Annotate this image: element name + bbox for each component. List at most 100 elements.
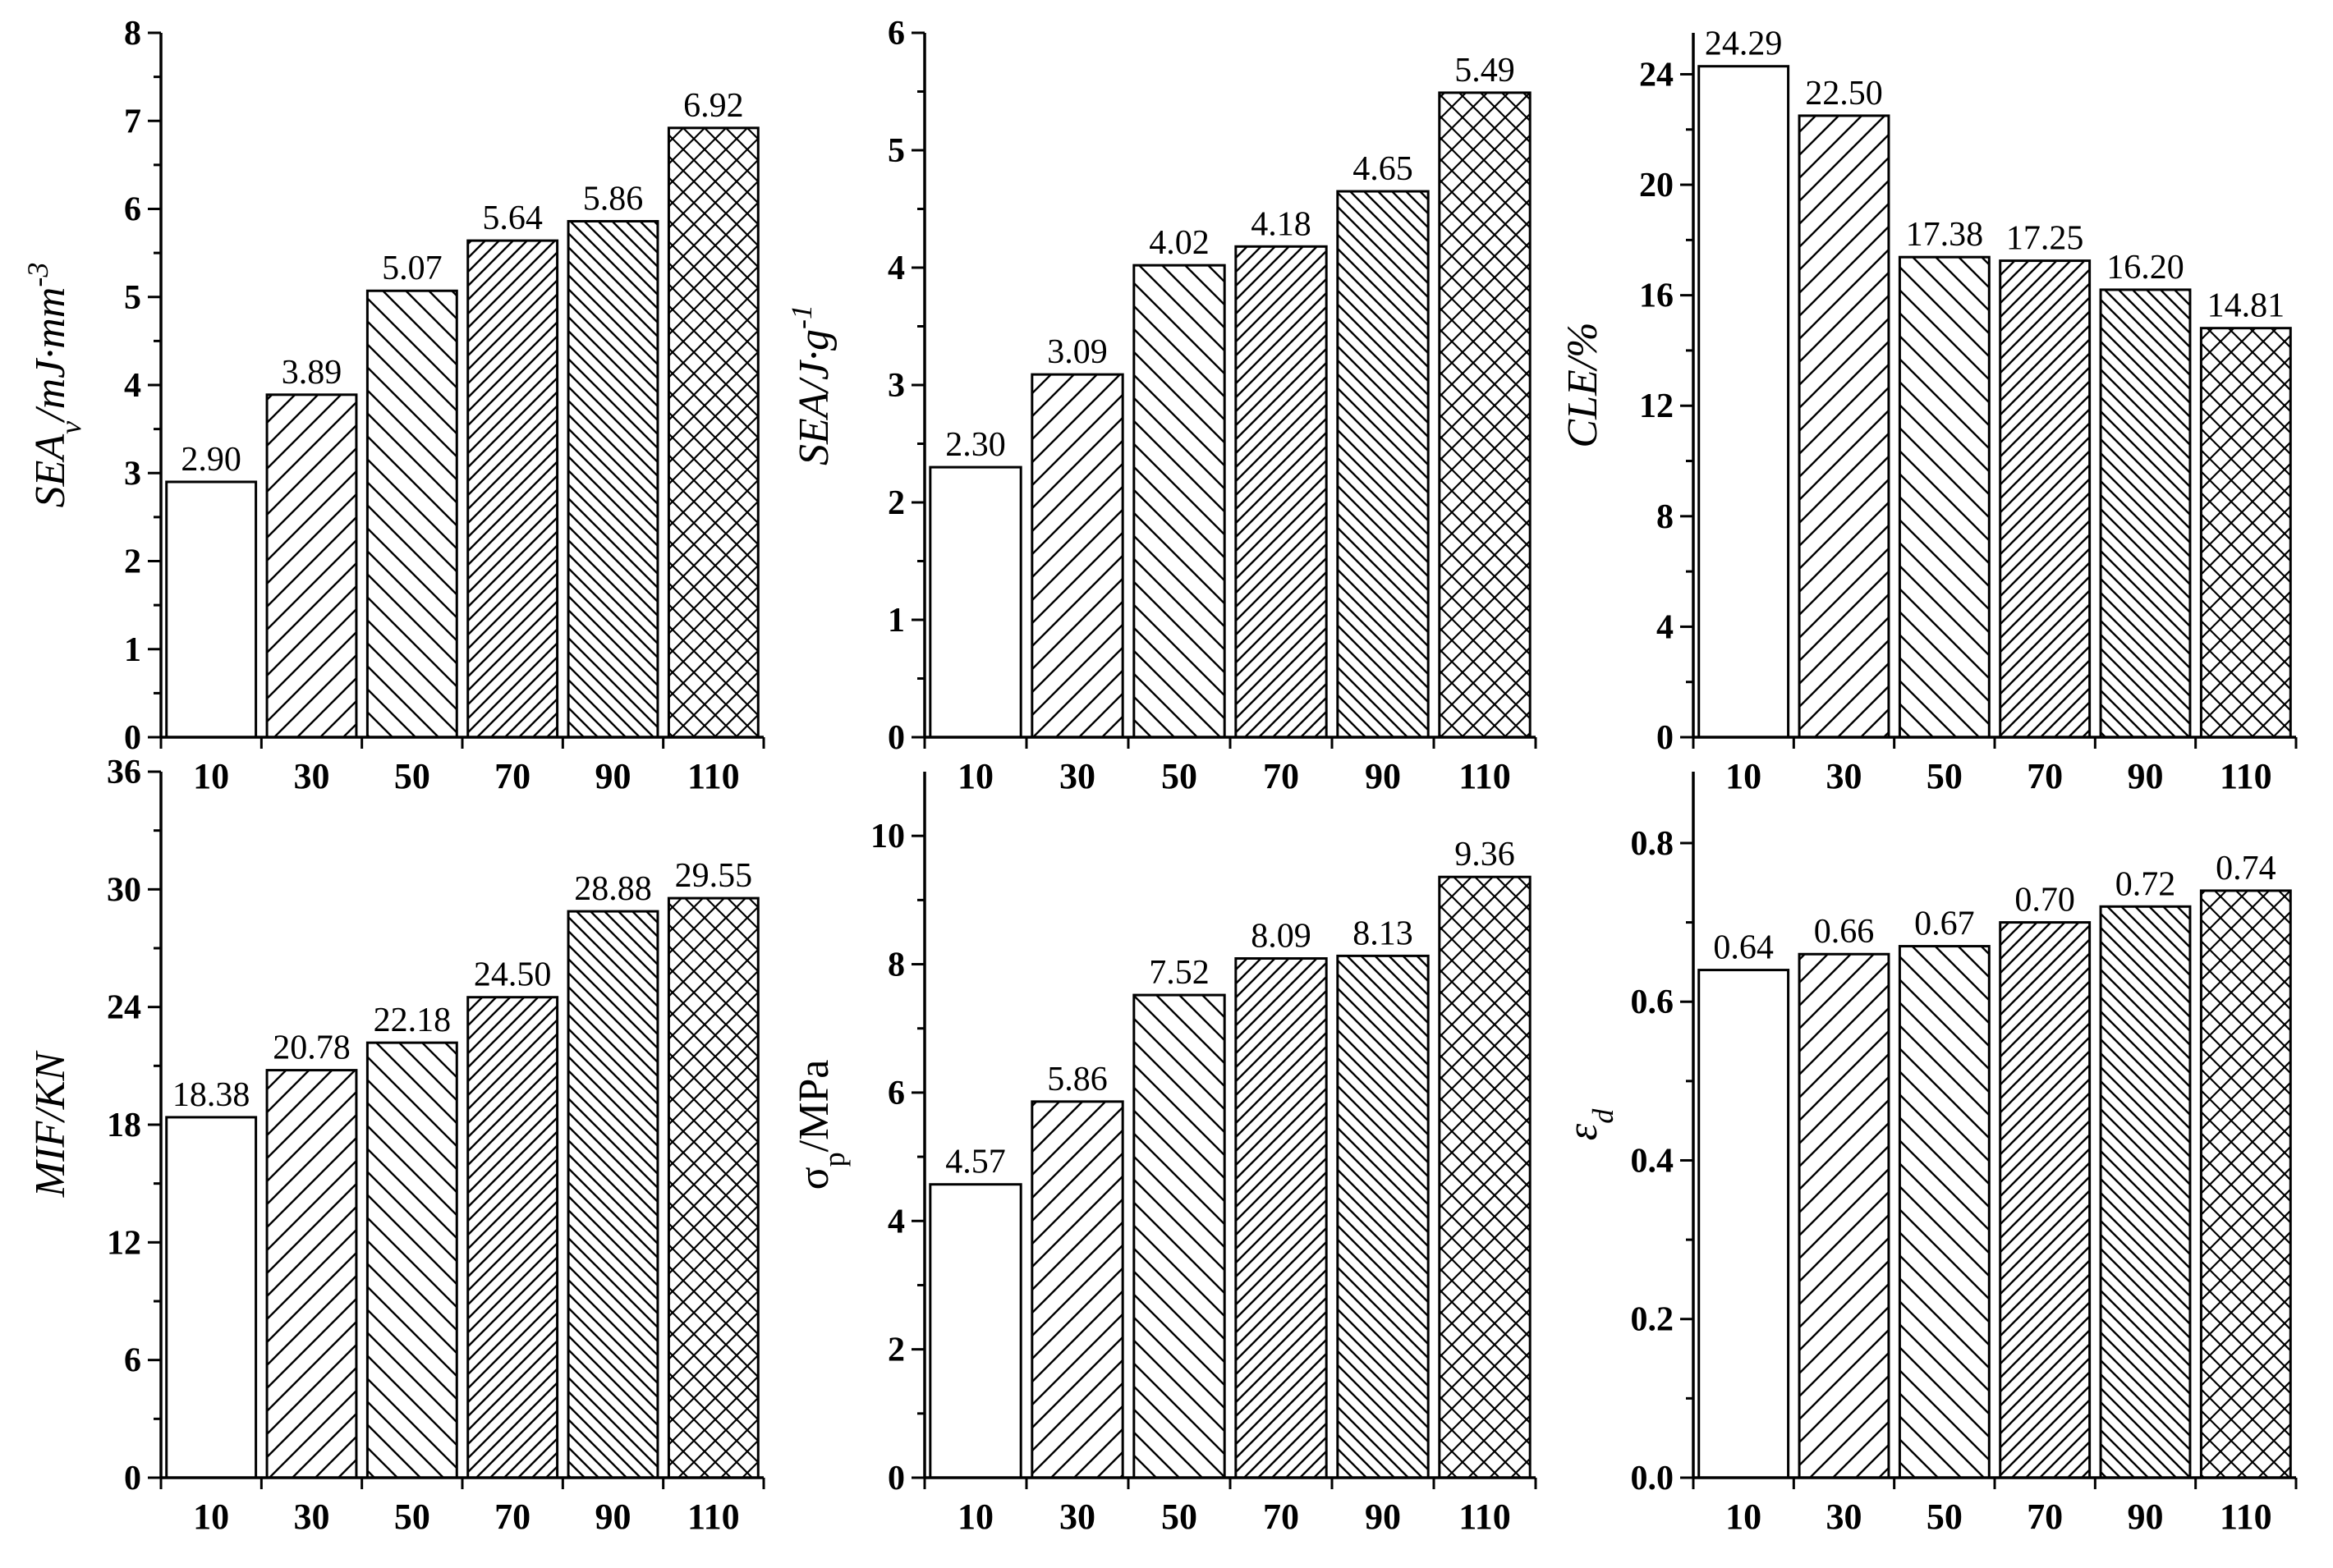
bar-70 <box>1234 245 1328 739</box>
chart-panel-4: 18.38 20.78 22.18 24.50 28.88 29.55 0 6 12 18 24 30… <box>27 754 765 1537</box>
y-tick-label: 24 <box>107 989 141 1027</box>
chart-panel-1: 2.90 3.89 5.07 5.64 5.86 6.92 0 1 2 3 4 5 6 7 8 10 30 50 7… <box>21 15 765 796</box>
bar-110 <box>2199 889 2292 1479</box>
bar-value-label: 2.90 <box>181 441 241 479</box>
bar-value-label: 5.64 <box>482 199 543 237</box>
bar-value-label: 24.50 <box>474 956 552 994</box>
chart-panel-2: 2.30 3.09 4.02 4.18 4.65 5.49 0 1 2 3 4 5 6 10 30 50 70 9… <box>785 15 1537 796</box>
bar-30 <box>265 393 358 739</box>
y-tick-label: 24 <box>1639 56 1674 94</box>
x-tick-label: 90 <box>1365 1497 1401 1537</box>
x-tick-label: 30 <box>294 1497 330 1537</box>
bar-70 <box>466 239 559 739</box>
y-tick-label: 30 <box>107 871 141 909</box>
x-tick-label: 90 <box>595 756 631 796</box>
bar-110 <box>667 896 760 1479</box>
y-tick-label: 3 <box>888 367 905 405</box>
y-tick-label: 2 <box>124 543 141 581</box>
y-axis-title-part: MIF/KN <box>27 1050 74 1199</box>
bar-value-label: 18.38 <box>172 1076 250 1114</box>
bar-value-label: 3.09 <box>1047 333 1108 371</box>
bar-70 <box>1234 957 1328 1479</box>
bar-110 <box>1438 91 1532 739</box>
y-tick-label: 6 <box>888 15 905 53</box>
y-axis-title-part: -3 <box>21 263 54 287</box>
y-axis-title-part: d <box>1587 1108 1619 1124</box>
y-tick-label: 0.2 <box>1631 1301 1674 1339</box>
bar-value-label: 0.64 <box>1713 929 1774 967</box>
bar-value-label: 22.18 <box>374 1002 452 1039</box>
bar-30 <box>265 1069 358 1479</box>
y-tick-label: 36 <box>107 754 141 791</box>
y-axis-title: SEA/J·g-1 <box>785 305 838 465</box>
bar-10 <box>929 1183 1022 1479</box>
y-axis-title: MIF/KN <box>27 1050 74 1199</box>
bar-value-label: 14.81 <box>2207 287 2285 325</box>
x-tick-label: 30 <box>1826 756 1862 796</box>
bar-value-label: 3.89 <box>282 354 342 392</box>
x-tick-label: 110 <box>1458 1497 1511 1537</box>
y-tick-label: 4 <box>124 367 141 405</box>
x-tick-label: 50 <box>394 1497 430 1537</box>
bar-70 <box>1999 921 2092 1479</box>
y-tick-label: 5 <box>888 132 905 170</box>
y-axis-title-part: p <box>818 1152 851 1167</box>
bar-30 <box>1031 373 1124 739</box>
bar-value-label: 17.38 <box>1906 216 1984 254</box>
y-tick-label: 6 <box>888 1075 905 1112</box>
x-tick-label: 70 <box>494 756 530 796</box>
bar-value-label: 0.74 <box>2216 850 2276 887</box>
bar-10 <box>165 480 258 739</box>
x-tick-label: 10 <box>958 756 994 796</box>
y-axis-title: εd <box>1559 1108 1619 1141</box>
y-tick-label: 5 <box>124 279 141 317</box>
bar-value-label: 0.70 <box>2014 882 2075 919</box>
y-axis-title: SEAv/mJ·mm-3 <box>21 263 87 508</box>
bar-value-label: 6.92 <box>683 87 744 125</box>
y-tick-label: 8 <box>1656 498 1674 536</box>
x-tick-label: 10 <box>1725 756 1761 796</box>
x-tick-label: 10 <box>193 1497 229 1537</box>
x-tick-label: 30 <box>1059 756 1095 796</box>
bar-value-label: 7.52 <box>1149 954 1210 992</box>
bar-10 <box>165 1116 258 1479</box>
bar-90 <box>2099 905 2192 1479</box>
x-tick-label: 110 <box>687 756 740 796</box>
bar-50 <box>1132 993 1226 1479</box>
bar-value-label: 4.57 <box>945 1144 1006 1181</box>
x-tick-label: 50 <box>1927 756 1963 796</box>
x-tick-label: 110 <box>687 1497 740 1537</box>
bar-90 <box>567 220 659 739</box>
bar-50 <box>1898 255 1991 739</box>
y-tick-label: 6 <box>124 191 141 229</box>
x-tick-label: 90 <box>595 1497 631 1537</box>
bar-value-label: 2.30 <box>945 426 1006 464</box>
bar-value-label: 4.18 <box>1251 205 1311 243</box>
bar-value-label: 8.13 <box>1352 915 1413 952</box>
x-tick-label: 90 <box>2128 756 2164 796</box>
bar-value-label: 22.50 <box>1805 75 1883 112</box>
bar-value-label: 5.49 <box>1454 52 1515 89</box>
y-tick-label: 2 <box>888 484 905 522</box>
bar-110 <box>1438 875 1532 1479</box>
bar-110 <box>2199 327 2292 739</box>
y-axis-title-part: v <box>54 421 87 434</box>
y-tick-label: 0 <box>1656 719 1674 757</box>
y-tick-label: 10 <box>870 818 905 855</box>
x-tick-label: 10 <box>1725 1497 1761 1537</box>
bar-value-label: 5.86 <box>583 181 644 218</box>
bar-70 <box>1999 259 2092 739</box>
y-tick-label: 6 <box>124 1342 141 1380</box>
x-tick-label: 50 <box>1161 1497 1197 1537</box>
bar-30 <box>1798 114 1890 739</box>
x-tick-label: 70 <box>1263 1497 1299 1537</box>
bar-value-label: 16.20 <box>2106 249 2184 287</box>
y-axis-title-part: /MPa <box>791 1060 838 1153</box>
bar-70 <box>466 996 559 1479</box>
y-tick-label: 16 <box>1639 277 1674 315</box>
y-axis-title-part: -1 <box>785 305 818 329</box>
x-tick-label: 90 <box>1365 756 1401 796</box>
bar-value-label: 0.67 <box>1914 905 1975 943</box>
bar-value-label: 29.55 <box>675 857 753 895</box>
